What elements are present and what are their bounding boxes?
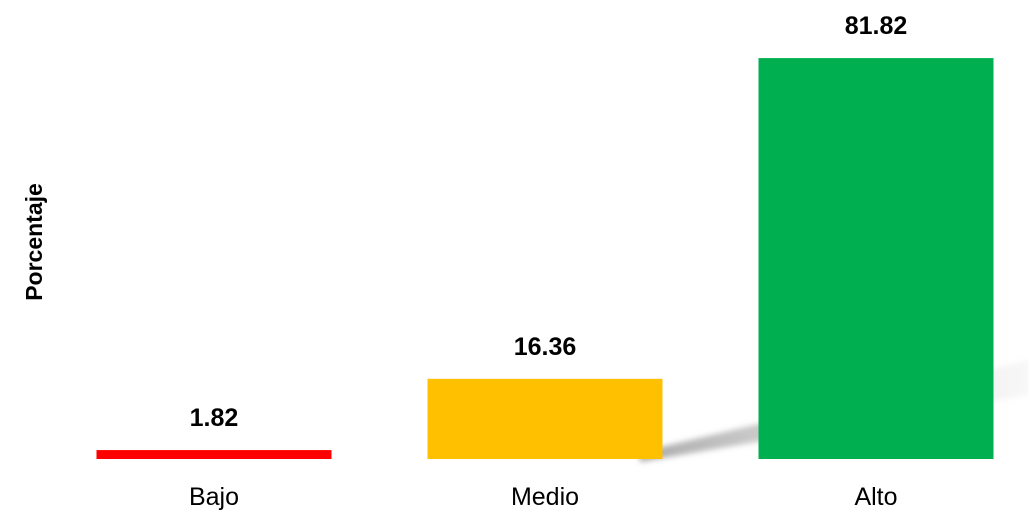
bars-group	[96, 58, 994, 459]
bar-bajo	[96, 450, 332, 459]
data-labels-group: 1.82 16.36 81.82	[190, 12, 908, 432]
x-tick-label-medio: Medio	[511, 483, 579, 510]
data-label-medio: 16.36	[514, 333, 577, 361]
bar-medio	[427, 378, 663, 459]
y-axis-label: Porcentaje	[21, 183, 47, 301]
bar-alto	[758, 58, 994, 459]
x-tick-label-bajo: Bajo	[189, 483, 239, 510]
data-label-bajo: 1.82	[190, 404, 239, 432]
data-label-alto: 81.82	[845, 12, 908, 40]
x-tick-labels-group: Bajo Medio Alto	[189, 483, 898, 510]
x-tick-label-alto: Alto	[854, 483, 897, 510]
